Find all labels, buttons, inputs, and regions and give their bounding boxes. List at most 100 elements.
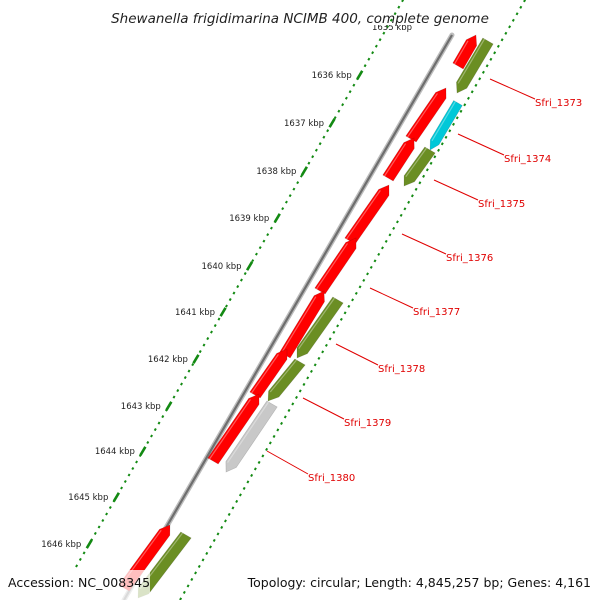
inner-tick-dot: [172, 395, 176, 399]
outer-tick-dot: [186, 584, 190, 588]
gene-arrow-forward-shine: [209, 399, 251, 460]
inner-tick-dot: [176, 389, 180, 393]
kbp-tick-mark: [85, 539, 93, 549]
inner-tick-dot: [348, 90, 352, 94]
gene-arrow-reverse: [296, 296, 344, 359]
inner-tick-dot: [311, 155, 315, 159]
gene-label: Sfri_1380: [308, 473, 355, 484]
inner-tick-dot: [363, 64, 367, 68]
outer-tick-dot: [309, 369, 313, 373]
outer-tick-dot: [276, 428, 280, 432]
outer-tick-dot: [257, 460, 261, 464]
kbp-label-partial: 1635 kbp: [372, 23, 412, 33]
outer-tick-dot: [220, 525, 224, 529]
outer-tick-dot: [298, 389, 302, 393]
outer-tick-dot: [231, 506, 235, 510]
outer-tick-dot: [182, 590, 186, 594]
outer-tick-dot: [336, 324, 340, 328]
outer-tick-dot: [414, 187, 418, 191]
gene-arrow-reverse: [403, 146, 436, 187]
outer-tick-dot: [347, 304, 351, 308]
outer-tick-dot: [384, 239, 388, 243]
outer-tick-dot: [216, 532, 220, 536]
outer-tick-dot: [328, 337, 332, 341]
inner-tick-dot: [135, 460, 139, 464]
outer-tick-dot: [470, 90, 474, 94]
kbp-tick-mark: [356, 70, 364, 80]
outer-tick-dot: [272, 434, 276, 438]
outer-tick-dot: [227, 512, 231, 516]
outer-tick-dot: [190, 577, 194, 581]
inner-tick-dot: [93, 531, 97, 536]
gene-leader-line: [266, 450, 309, 475]
outer-tick-dot: [433, 155, 437, 159]
gene-arrow-forward-shine: [346, 190, 381, 240]
outer-tick-dot: [306, 376, 310, 380]
outer-tick-dot: [455, 116, 459, 120]
inner-tick-dot: [254, 252, 258, 256]
kbp-label: 1636 kbp: [312, 71, 352, 81]
inner-tick-dot: [161, 414, 165, 419]
outer-tick-dot: [373, 259, 377, 263]
outer-tick-dot: [504, 31, 508, 35]
outer-tick-dot: [425, 168, 429, 172]
gene-arrow-highlight: [429, 100, 463, 151]
inner-tick-dot: [146, 440, 150, 445]
gene-arrow-forward-shine: [251, 354, 279, 394]
map-title: Shewanella frigidimarina NCIMB 400, comp…: [111, 11, 489, 27]
outer-tick-dot: [358, 285, 362, 289]
outer-tick-dot: [448, 129, 452, 133]
inner-tick-dot: [401, 0, 405, 3]
outer-tick-dot: [467, 96, 470, 100]
outer-tick-dot: [478, 77, 482, 81]
gene-leader-line: [335, 343, 379, 366]
inner-tick-dot: [82, 551, 86, 555]
outer-tick-ruler: [179, 0, 527, 600]
outer-tick-dot: [399, 213, 403, 217]
inner-tick-dot: [191, 363, 195, 367]
outer-tick-dot: [452, 122, 455, 126]
outer-tick-dot: [339, 317, 343, 321]
inner-tick-dot: [127, 473, 131, 477]
inner-tick-dot: [341, 103, 345, 107]
inner-tick-dot: [333, 116, 337, 120]
outer-tick-dot: [515, 12, 519, 16]
outer-tick-dot: [508, 25, 512, 29]
kbp-label: 1644 kbp: [95, 447, 135, 457]
gene-arrow-pseudo-shine: [227, 401, 270, 463]
gene-arrow-reverse: [267, 358, 306, 402]
backbone: [121, 32, 455, 600]
gene-arrow-pseudo: [225, 400, 278, 473]
outer-tick-dot: [302, 382, 306, 386]
gene-arrow-forward: [405, 87, 447, 143]
kbp-label: 1641 kbp: [175, 308, 215, 318]
kbp-tick-mark: [192, 354, 200, 364]
inner-tick-dot: [183, 376, 187, 380]
gene-arrow-forward-shine: [407, 93, 438, 138]
gene-arrow-forward-shine: [454, 40, 469, 65]
outer-tick-dot: [422, 174, 426, 178]
inner-tick-dot: [386, 25, 390, 29]
kbp-tick-mark: [273, 213, 281, 223]
outer-tick-dot: [407, 200, 411, 204]
gene-leader-line: [302, 397, 345, 420]
outer-tick-dot: [223, 519, 227, 523]
kbp-label: 1646 kbp: [41, 540, 81, 550]
gene-labels: Sfri_1373 Sfri_1374 Sfri_1375 Sfri_1376 Sfri…: [308, 98, 582, 484]
inner-tick-dot: [266, 233, 270, 237]
inner-tick-dot: [314, 148, 318, 152]
gene-leader-line: [433, 179, 479, 201]
outer-tick-dot: [459, 109, 463, 113]
inner-tick-dot: [180, 382, 183, 386]
inner-tick-dot: [108, 505, 112, 510]
gene-arrow-forward-shine: [281, 296, 317, 354]
inner-tick-dot: [213, 324, 217, 328]
inner-tick-dot: [374, 44, 378, 48]
inner-tick-dot: [225, 304, 228, 308]
gene-label: Sfri_1376: [446, 253, 493, 264]
outer-tick-dot: [317, 356, 321, 360]
genome-summary-text: Topology: circular; Length: 4,845,257 bp…: [247, 575, 591, 590]
inner-tick-dot: [123, 479, 127, 484]
kbp-label: 1640 kbp: [202, 262, 242, 272]
outer-tick-dot: [485, 64, 489, 68]
